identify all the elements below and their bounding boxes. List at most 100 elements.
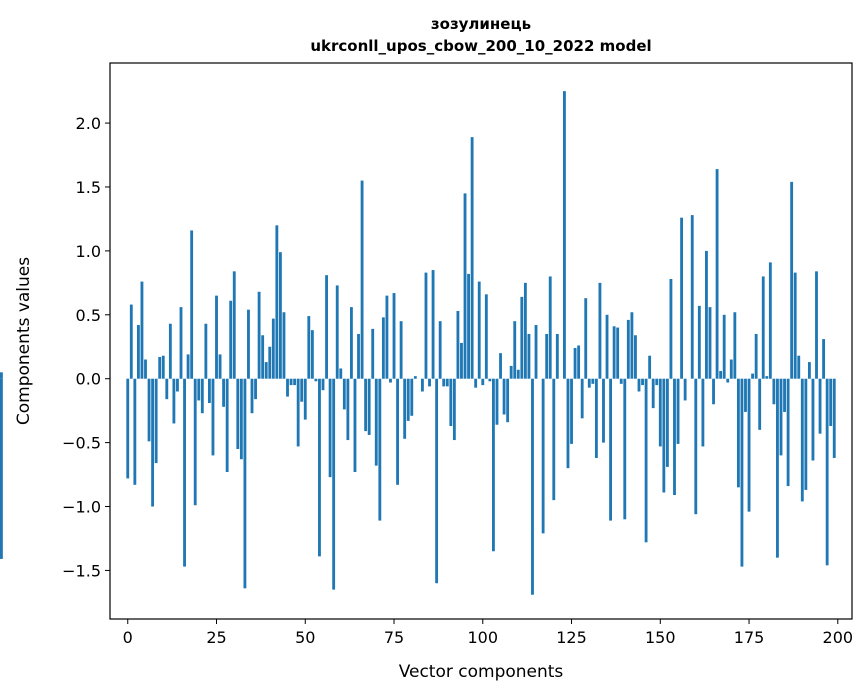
bar-184 (779, 378, 783, 456)
bar-147 (648, 355, 652, 379)
x-tick-label: 75 (384, 628, 404, 647)
x-tick-label: 150 (645, 628, 676, 647)
y-tick-label: −1.0 (62, 498, 101, 517)
x-axis-label: Vector components (399, 662, 564, 682)
bar-81 (413, 376, 417, 379)
bar-157 (683, 378, 687, 401)
bar-44 (282, 312, 286, 379)
bar-179 (761, 276, 765, 379)
bar-152 (665, 378, 669, 467)
bar-162 (701, 378, 705, 447)
bar-57 (328, 378, 332, 478)
bar-25 (215, 295, 218, 379)
bar-117 (541, 378, 545, 534)
bar-161 (697, 305, 701, 379)
bar-141 (626, 319, 630, 379)
bar-109 (513, 321, 517, 379)
y-tick-label: −0.5 (62, 434, 101, 453)
bar-135 (605, 314, 609, 379)
bar-91 (449, 378, 453, 426)
bar-131 (591, 378, 595, 384)
chart-title: зозулинець (431, 15, 531, 33)
bar-52 (310, 330, 314, 379)
x-tick-label: 50 (295, 628, 315, 647)
bar-43 (278, 252, 282, 379)
bar-71 (378, 378, 382, 521)
bar-118 (545, 333, 549, 379)
bar-21 (200, 378, 204, 414)
bar-86 (431, 270, 435, 379)
bar-0 (126, 378, 130, 479)
bar-171 (733, 312, 737, 379)
y-tick-label: 0.0 (76, 370, 101, 389)
y-axis-label: Components values (14, 257, 34, 425)
bar-170 (729, 359, 733, 379)
bar-98 (474, 378, 478, 388)
bar-119 (548, 276, 552, 379)
bar-19 (193, 378, 197, 506)
bar-31 (236, 378, 240, 450)
bar-34 (247, 309, 250, 379)
bar-125 (570, 378, 573, 444)
bar-113 (527, 333, 531, 379)
x-tick-label: 200 (823, 628, 854, 647)
bar-90 (445, 378, 449, 387)
bar-18 (190, 230, 194, 379)
bar-29 (229, 300, 233, 379)
bar-45 (286, 378, 289, 397)
bar-51 (307, 316, 311, 379)
bar-60 (339, 368, 343, 379)
bar-100 (481, 378, 485, 386)
bar-27 (222, 378, 226, 407)
bar-143 (634, 335, 637, 379)
bar-156 (680, 217, 684, 379)
bar-77 (399, 321, 403, 379)
bar-105 (499, 353, 502, 379)
bar-190 (800, 378, 804, 502)
bar-159 (690, 215, 694, 379)
bar-175 (747, 378, 751, 512)
y-tick-label: 1.0 (76, 242, 101, 261)
bar-196 (822, 339, 826, 379)
bar-155 (676, 378, 680, 444)
bar-72 (381, 317, 385, 379)
bar-142 (630, 312, 634, 379)
x-tick-label: 125 (556, 628, 587, 647)
x-axis: 0 25 50 75 100 125 150 175 200 (123, 619, 853, 647)
bar-58 (332, 378, 336, 590)
bar-65 (357, 333, 360, 379)
bar-88 (438, 321, 442, 379)
bar-104 (495, 378, 499, 425)
bar-137 (612, 326, 616, 379)
bar-112 (523, 282, 527, 379)
bar-94 (460, 342, 463, 379)
bar-22 (204, 323, 208, 379)
bar-149 (655, 378, 659, 386)
bar-50 (303, 378, 307, 420)
bar-59 (335, 285, 339, 379)
y-tick-label: −1.5 (62, 561, 101, 580)
bar-41 (271, 318, 275, 379)
bar-138 (616, 327, 620, 379)
bar-undefined (0, 378, 3, 559)
bar-63 (350, 307, 353, 379)
bar-95 (463, 193, 467, 379)
bar-5 (144, 359, 147, 379)
bar-99 (477, 281, 481, 379)
bar-160 (694, 378, 698, 515)
bar-33 (243, 378, 247, 589)
bar-87 (435, 378, 439, 584)
bar-70 (374, 378, 378, 466)
bar-14 (176, 378, 179, 392)
bar-186 (786, 378, 790, 487)
bar-38 (261, 335, 265, 379)
bar-11 (165, 378, 169, 400)
bar-55 (321, 378, 325, 391)
bar-136 (609, 378, 612, 521)
bar-53 (314, 378, 318, 382)
bar-188 (793, 272, 797, 379)
bar-85 (428, 378, 431, 387)
bar-4 (140, 281, 144, 379)
bar-151 (662, 378, 666, 493)
bar-101 (484, 294, 488, 379)
